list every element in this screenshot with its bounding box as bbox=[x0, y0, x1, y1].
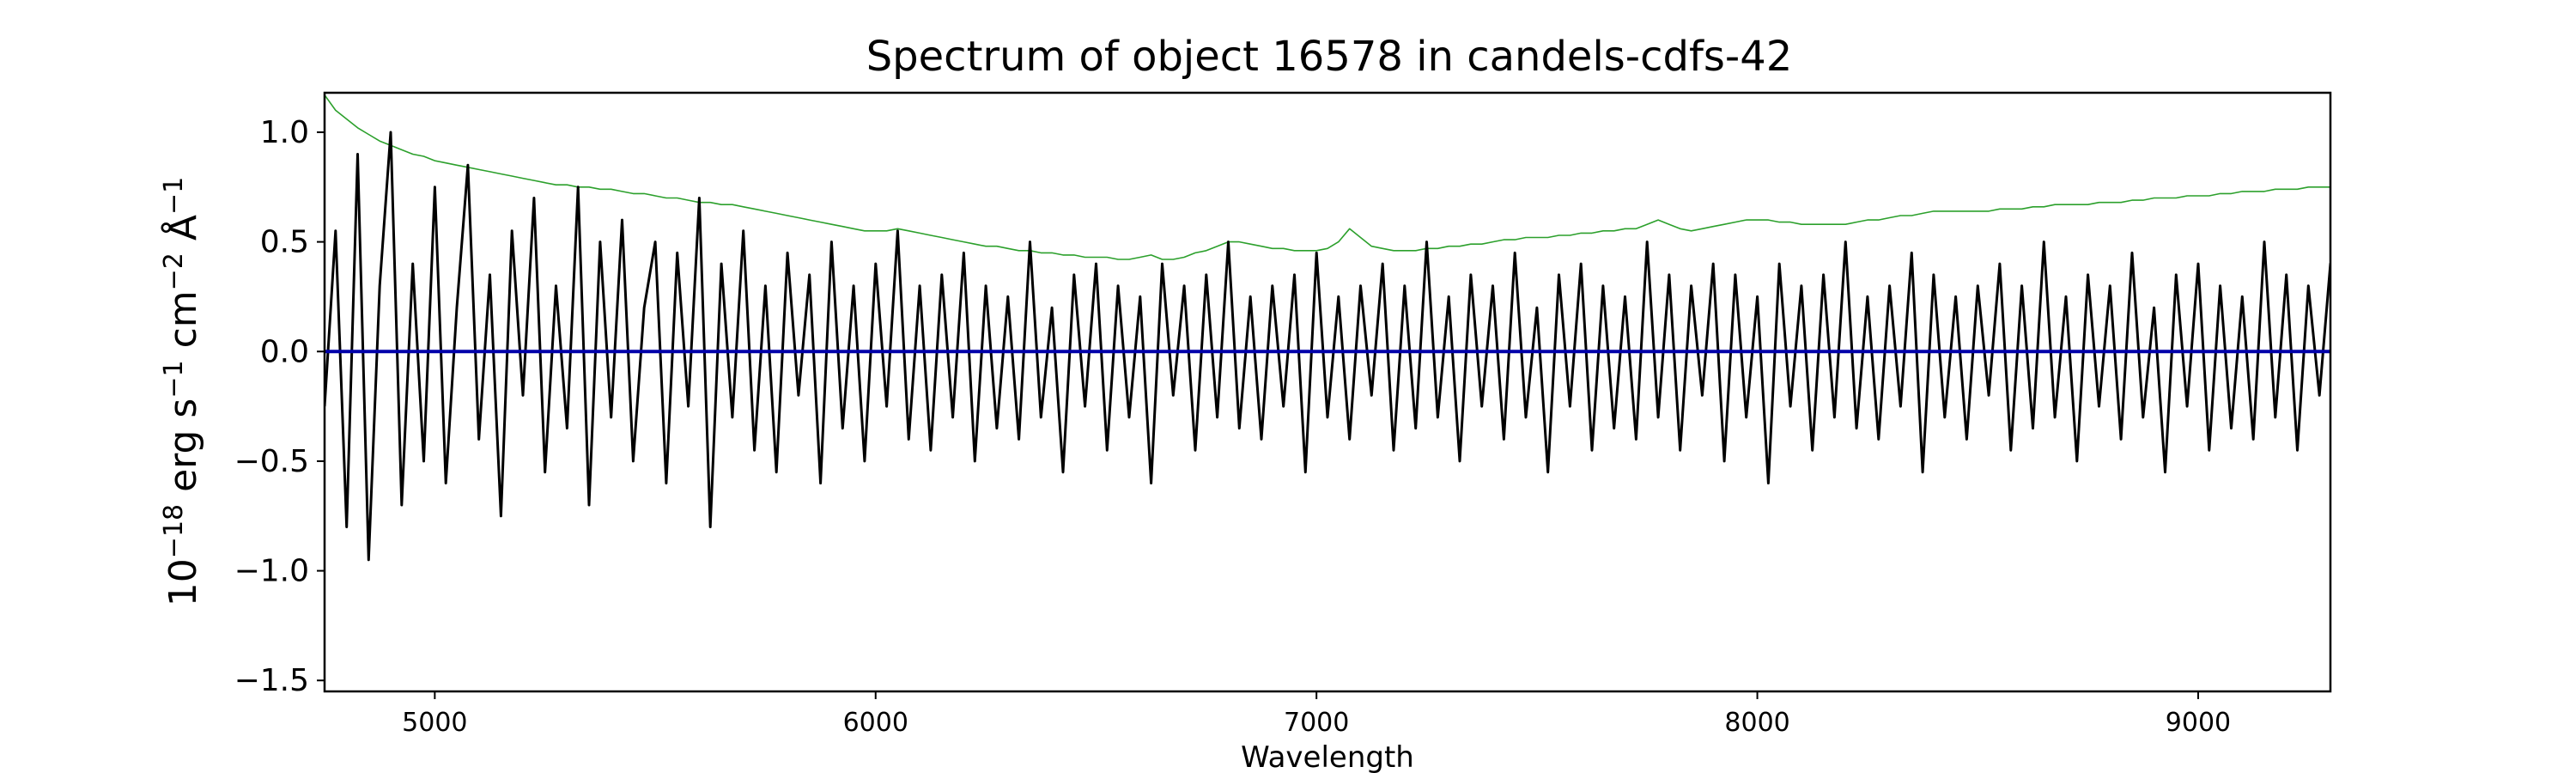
ylabel-base: 10 bbox=[161, 558, 205, 606]
y-axis-ticks: 1.0 0.5 0.0 −0.5 −1.0 −1.5 bbox=[234, 115, 325, 698]
ylabel-exp4: −1 bbox=[159, 177, 189, 215]
y-tick-label: −1.0 bbox=[234, 554, 309, 589]
x-axis-ticks: 5000 6000 7000 8000 9000 bbox=[402, 691, 2231, 738]
chart-title: Spectrum of object 16578 in candels-cdfs… bbox=[866, 33, 1793, 81]
x-tick-label: 9000 bbox=[2166, 708, 2231, 738]
x-tick-label: 7000 bbox=[1284, 708, 1349, 738]
axes-frame bbox=[323, 91, 2332, 693]
y-tick-label: 0.5 bbox=[260, 225, 309, 260]
series-layer bbox=[325, 94, 2330, 562]
ylabel-erg: erg s bbox=[161, 399, 205, 504]
x-tick-label: 6000 bbox=[843, 708, 908, 738]
series-line-noise bbox=[325, 94, 2330, 260]
y-tick-label: −0.5 bbox=[234, 444, 309, 479]
series-line-flux bbox=[325, 131, 2330, 562]
ylabel-ang: Å bbox=[160, 215, 205, 253]
y-tick-label: 0.0 bbox=[260, 334, 309, 369]
ylabel-exp1: −18 bbox=[159, 504, 189, 558]
ylabel-exp2: −1 bbox=[159, 360, 189, 398]
plot-area bbox=[323, 91, 2332, 693]
y-tick-label: 1.0 bbox=[260, 115, 309, 150]
x-tick-label: 5000 bbox=[402, 708, 467, 738]
ylabel-exp3: −2 bbox=[159, 253, 189, 290]
y-axis-label: 10−18 erg s−1 cm−2 Å−1 bbox=[159, 177, 205, 606]
y-tick-label: −1.5 bbox=[234, 663, 309, 698]
ylabel-cm: cm bbox=[161, 290, 205, 360]
x-tick-label: 8000 bbox=[1724, 708, 1789, 738]
x-axis-label: Wavelength bbox=[1241, 740, 1414, 773]
